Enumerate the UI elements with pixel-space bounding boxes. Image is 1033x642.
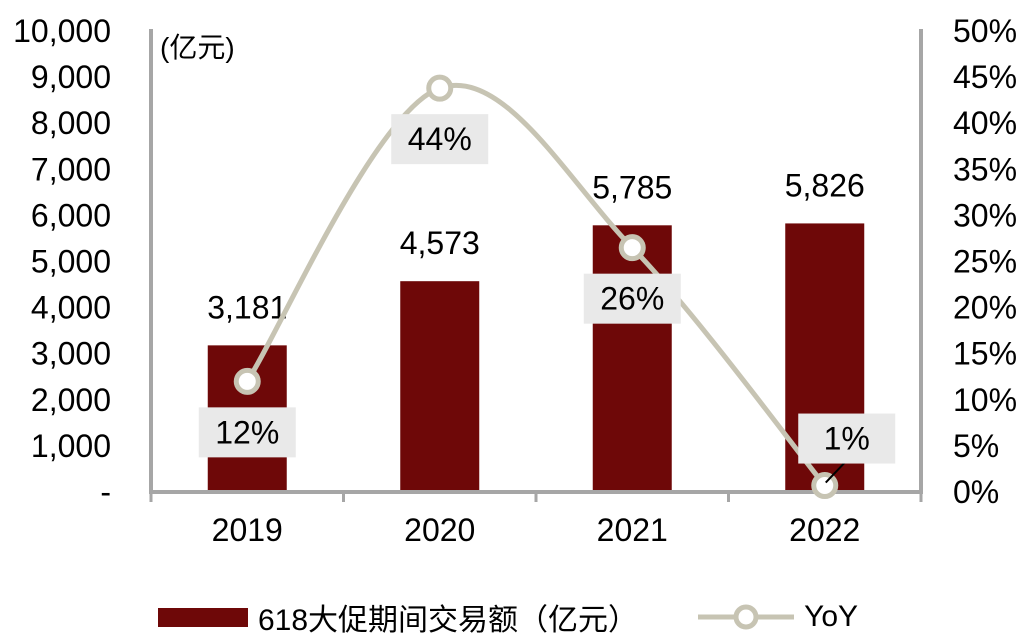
- right-axis-tick-label: 25%: [953, 244, 1017, 280]
- x-axis-category-label: 2019: [212, 512, 283, 548]
- left-axis-tick-label: 9,000: [31, 59, 111, 95]
- right-axis-tick-label: 30%: [953, 197, 1017, 233]
- bar-value-label: 4,573: [400, 225, 480, 261]
- yoy-label-box: [198, 407, 296, 458]
- left-axis-tick-label: 8,000: [31, 105, 111, 141]
- bar-value-label: 3,181: [207, 289, 287, 325]
- legend-label-bar-series: 618大促期间交易额（亿元）: [258, 604, 639, 637]
- x-axis-category-label: 2021: [597, 512, 668, 548]
- yoy-data-label: 44%: [408, 121, 472, 157]
- yoy-marker-2019: [233, 367, 261, 395]
- yoy-label-leader-line: [825, 461, 846, 484]
- left-axis-tick-label: 1,000: [31, 428, 111, 464]
- legend-label-line-series: YoY: [804, 600, 859, 633]
- yoy-label-box: [798, 413, 896, 464]
- chart-legend: 618大促期间交易额（亿元） YoY: [158, 595, 858, 639]
- left-axis-tick-label: 5,000: [31, 244, 111, 280]
- yoy-label-box: [391, 114, 489, 165]
- bar-series-swatch-icon: [158, 607, 248, 627]
- right-axis-tick-label: 15%: [953, 336, 1017, 372]
- bar-value-label: 5,785: [592, 169, 672, 205]
- right-axis-tick-label: 5%: [953, 428, 999, 464]
- left-axis-tick-label: -: [100, 474, 111, 510]
- line-series-swatch-icon: [698, 604, 795, 630]
- bar-2021: [592, 225, 672, 492]
- yoy-marker-2020: [426, 74, 454, 102]
- left-axis-tick-label: 6,000: [31, 197, 111, 233]
- left-axis-unit-label: (亿元): [160, 32, 235, 63]
- yoy-marker-2022: [811, 472, 839, 500]
- left-axis-tick-label: 4,000: [31, 290, 111, 326]
- left-axis-tick-label: 3,000: [31, 336, 111, 372]
- yoy-data-label: 1%: [824, 421, 870, 457]
- yoy-data-label: 26%: [600, 281, 664, 317]
- x-axis-category-label: 2022: [789, 512, 860, 548]
- left-axis-tick-label: 7,000: [31, 151, 111, 187]
- right-axis-tick-label: 45%: [953, 59, 1017, 95]
- bar-value-label: 5,826: [785, 167, 865, 203]
- x-axis-category-label: 2020: [404, 512, 475, 548]
- legend-item-line-series: YoY: [698, 600, 858, 634]
- yoy-line: [245, 83, 827, 488]
- right-axis-tick-label: 10%: [953, 382, 1017, 418]
- yoy-data-label: 12%: [215, 414, 279, 450]
- right-axis-tick-label: 0%: [953, 474, 999, 510]
- left-axis-tick-label: 10,000: [13, 13, 111, 49]
- right-axis-tick-label: 20%: [953, 290, 1017, 326]
- yoy-marker-2021: [618, 234, 646, 262]
- right-axis-tick-label: 35%: [953, 151, 1017, 187]
- bar-2020: [400, 281, 480, 492]
- right-axis-tick-label: 40%: [953, 105, 1017, 141]
- left-axis-tick-label: 2,000: [31, 382, 111, 418]
- right-axis-tick-label: 50%: [953, 13, 1017, 49]
- legend-item-bar-series: 618大促期间交易额（亿元）: [158, 595, 638, 639]
- yoy-label-box: [583, 273, 681, 324]
